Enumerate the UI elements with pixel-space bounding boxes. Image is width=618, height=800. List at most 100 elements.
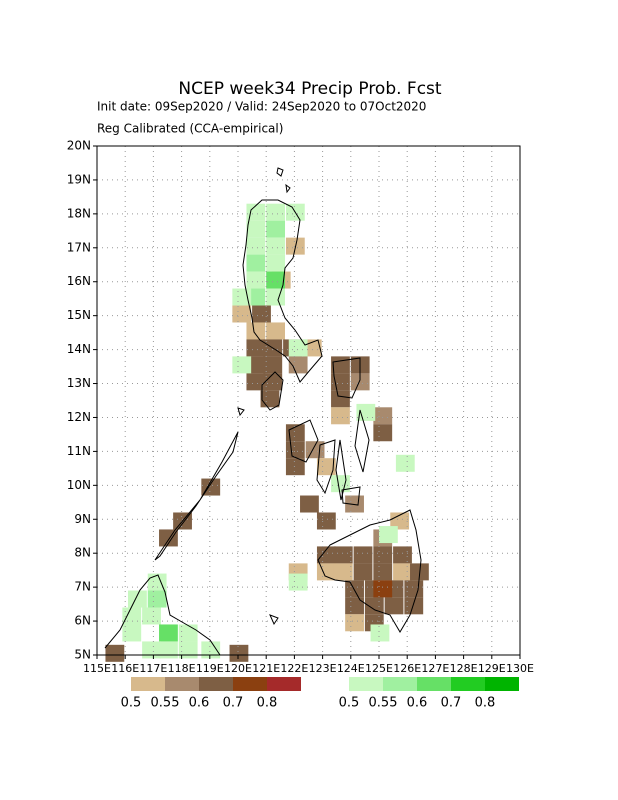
prob-cell [266, 220, 285, 238]
legend-label: 0.8 [257, 696, 278, 711]
prob-cell [345, 597, 364, 615]
prob-cell [288, 339, 308, 357]
prob-cell [393, 546, 412, 564]
prob-cell [178, 624, 198, 642]
legend-label: 0.5 [121, 696, 142, 711]
cell-layer [105, 203, 429, 662]
prob-cell [331, 407, 350, 425]
prob-cell [373, 546, 393, 564]
legend-swatch [417, 677, 451, 691]
y-tick-label: 13N [67, 376, 91, 390]
prob-cell [232, 305, 252, 323]
x-tick-label: 116E [111, 662, 139, 675]
prob-cell [350, 373, 370, 391]
prob-cell [285, 441, 305, 459]
prob-cell [353, 563, 373, 581]
x-tick-label: 120E [224, 662, 252, 675]
prob-cell [252, 305, 271, 323]
y-tick-label: 10N [67, 478, 91, 492]
prob-cell [316, 458, 336, 476]
prob-cell [331, 390, 350, 408]
prob-cell [373, 563, 393, 581]
coastline [237, 167, 291, 626]
y-tick-label: 11N [67, 444, 91, 458]
legend-swatch [383, 677, 417, 691]
prob-cell [393, 563, 412, 581]
prob-cell [266, 271, 285, 289]
x-tick-label: 115E [83, 662, 111, 675]
prob-cell [201, 641, 221, 659]
legend-swatch [267, 677, 301, 691]
prob-cell [345, 580, 364, 598]
prob-cell [147, 573, 167, 591]
prob-cell [384, 597, 404, 615]
legend-label: 0.5 [339, 696, 360, 711]
prob-cell [105, 644, 125, 662]
prob-cell [246, 339, 266, 357]
prob-cell [288, 573, 308, 591]
prob-cell [122, 607, 142, 625]
prob-cell [142, 641, 161, 659]
prob-cell [128, 590, 147, 608]
prob-cell [345, 495, 364, 513]
prob-cell [373, 424, 393, 442]
y-tick-label: 8N [74, 546, 91, 560]
prob-cell [246, 322, 266, 340]
prob-cell [331, 475, 350, 493]
legend-swatch [165, 677, 199, 691]
legend-swatch [451, 677, 485, 691]
prob-cell [285, 458, 305, 476]
prob-cell [305, 441, 325, 459]
prob-cell [285, 424, 305, 442]
prob-cell [404, 597, 424, 615]
y-tick-label: 5N [74, 648, 91, 662]
coastline [288, 419, 319, 463]
legend-swatch [233, 677, 267, 691]
legend-label: 0.7 [223, 696, 244, 711]
y-tick-label: 7N [74, 580, 91, 594]
x-tick-label: 123E [309, 662, 337, 675]
prob-cell [373, 580, 393, 598]
prob-cell [122, 624, 142, 642]
prob-cell [266, 203, 285, 221]
prob-cell [147, 590, 167, 608]
prob-cell [266, 288, 285, 306]
legend-label: 0.6 [407, 696, 428, 711]
prob-cell [316, 512, 336, 530]
coastline [335, 439, 347, 501]
y-tick-label: 9N [74, 512, 91, 526]
prob-cell [266, 237, 285, 255]
coastline [332, 357, 361, 399]
prob-cell [353, 546, 373, 564]
prob-cell [379, 526, 398, 544]
legend-label: 0.55 [151, 696, 180, 711]
x-tick-label: 117E [139, 662, 167, 675]
coastline [242, 199, 323, 383]
prob-cell [232, 356, 252, 374]
legend-swatch [485, 677, 519, 691]
legend-label: 0.8 [475, 696, 496, 711]
y-tick-label: 16N [67, 274, 91, 288]
x-tick-label: 125E [365, 662, 393, 675]
map-note: Reg Calibrated (CCA-empirical) [97, 122, 283, 136]
coastline [261, 371, 284, 411]
coastline [317, 509, 422, 633]
prob-cell [159, 641, 178, 659]
y-tick-label: 17N [67, 240, 91, 254]
prob-cell [390, 512, 410, 530]
prob-cell [142, 607, 161, 625]
prob-cell [263, 356, 283, 374]
prob-cell [246, 271, 266, 289]
map-subtitle: Init date: 09Sep2020 / Valid: 24Sep2020 … [97, 100, 426, 114]
prob-cell [316, 546, 336, 564]
x-tick-label: 126E [393, 662, 421, 675]
y-tick-label: 19N [67, 172, 91, 186]
y-tick-label: 18N [67, 206, 91, 220]
x-tick-label: 130E [506, 662, 534, 675]
legend-label: 0.6 [189, 696, 210, 711]
prob-cell [345, 614, 364, 632]
y-tick-label: 15N [67, 308, 91, 322]
y-tick-label: 6N [74, 614, 91, 628]
